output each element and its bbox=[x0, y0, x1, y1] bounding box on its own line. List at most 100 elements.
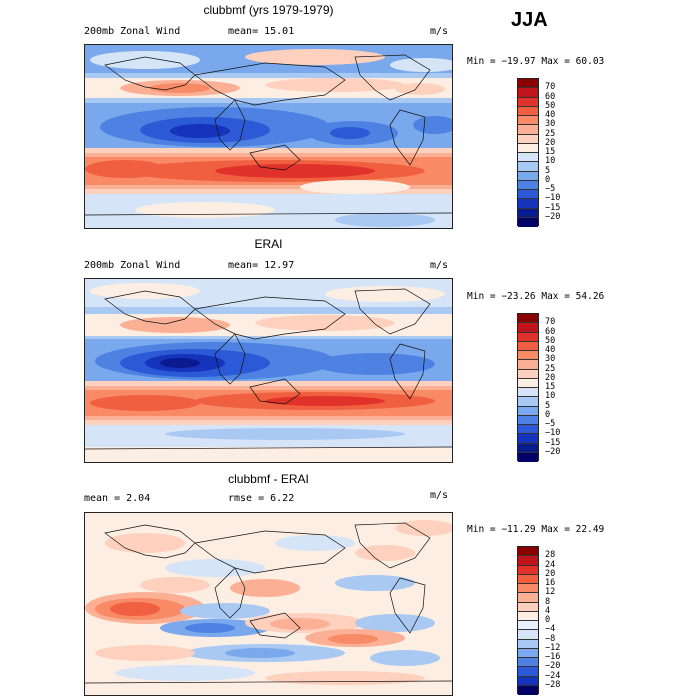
panel-2-map bbox=[84, 278, 453, 463]
panel-1-colorbar-swatch bbox=[518, 190, 538, 200]
colorbar-tick-label: 12 bbox=[545, 587, 556, 598]
colorbar-tick-label: −8 bbox=[545, 633, 556, 644]
panel-3-map bbox=[84, 512, 453, 696]
colorbar-tick-label: 5 bbox=[545, 400, 551, 411]
colorbar-tick-label: 30 bbox=[545, 119, 556, 130]
panel-1-mean-label: mean= 15.01 bbox=[228, 26, 295, 37]
panel-3-colorbar-swatch bbox=[518, 658, 538, 668]
colorbar-tick-label: 25 bbox=[545, 128, 556, 139]
colorbar-tick-label: 28 bbox=[545, 550, 556, 561]
panel-3-colorbar bbox=[517, 546, 539, 695]
panel-1-colorbar-swatch bbox=[518, 171, 538, 181]
panel-1-colorbar-swatch bbox=[518, 125, 538, 135]
panel-3-colorbar-swatch bbox=[518, 565, 538, 575]
panel-3-mean-label: mean = 2.04 bbox=[84, 493, 151, 504]
panel-3-colorbar-swatch bbox=[518, 639, 538, 649]
colorbar-tick-label: 5 bbox=[545, 165, 551, 176]
colorbar-tick-label: 50 bbox=[545, 100, 556, 111]
colorbar-tick-label: 16 bbox=[545, 578, 556, 588]
colorbar-tick-label: −28 bbox=[545, 679, 561, 690]
colorbar-tick-label: 25 bbox=[545, 363, 556, 374]
panel-2-colorbar-swatch bbox=[518, 388, 538, 398]
panel-3-colorbar-swatch bbox=[518, 556, 538, 566]
panel-2-minmax-label: Min = −23.26 Max = 54.26 bbox=[467, 291, 605, 302]
panel-1-colorbar-swatch bbox=[518, 180, 538, 190]
colorbar-tick-label: −10 bbox=[545, 193, 561, 204]
colorbar-tick-label: 70 bbox=[545, 82, 556, 93]
panel-3-colorbar-swatch bbox=[518, 602, 538, 612]
colorbar-tick-label: −15 bbox=[545, 202, 561, 213]
colorbar-tick-label: 15 bbox=[545, 147, 556, 157]
panel-3-colorbar-swatch bbox=[518, 676, 538, 686]
panel-2-colorbar-swatch bbox=[518, 397, 538, 407]
panel-1-colorbar-swatch bbox=[518, 162, 538, 172]
panel-1-colorbar-swatch bbox=[518, 143, 538, 153]
colorbar-tick-label: 60 bbox=[545, 326, 556, 337]
panel-1-colorbar-swatch bbox=[518, 79, 538, 89]
colorbar-tick-label: 40 bbox=[545, 110, 556, 120]
colorbar-tick-label: −20 bbox=[545, 661, 561, 672]
colorbar-tick-label: 60 bbox=[545, 91, 556, 102]
panel-3-colorbar-swatch bbox=[518, 574, 538, 584]
panel-3-title: clubbmf - ERAI bbox=[228, 472, 309, 486]
colorbar-tick-label: 0 bbox=[545, 409, 551, 420]
colorbar-tick-label: 0 bbox=[545, 174, 551, 185]
panel-1-colorbar-swatch bbox=[518, 116, 538, 126]
panel-3-units-label: m/s bbox=[430, 490, 449, 501]
panel-2-colorbar-swatch bbox=[518, 360, 538, 370]
colorbar-tick-label: 15 bbox=[545, 382, 556, 392]
panel-1-colorbar-swatch bbox=[518, 88, 538, 98]
colorbar-tick-label: −10 bbox=[545, 428, 561, 439]
panel-3-rmse-label: rmse = 6.22 bbox=[228, 493, 295, 504]
colorbar-tick-label: −5 bbox=[545, 184, 556, 194]
colorbar-tick-label: 20 bbox=[545, 137, 556, 148]
panel-2-colorbar-swatch bbox=[518, 323, 538, 333]
panel-2-colorbar-swatch bbox=[518, 415, 538, 425]
colorbar-tick-label: 70 bbox=[545, 317, 556, 328]
panel-2-colorbar-swatch bbox=[518, 434, 538, 444]
panel-3-colorbar-swatch bbox=[518, 667, 538, 677]
colorbar-tick-label: −4 bbox=[545, 624, 556, 635]
colorbar-tick-label: 8 bbox=[545, 596, 551, 607]
panel-1-variable-label: 200mb Zonal Wind bbox=[84, 26, 181, 37]
panel-3-minmax-label: Min = −11.29 Max = 22.49 bbox=[467, 524, 605, 535]
colorbar-tick-label: −15 bbox=[545, 437, 561, 448]
panel-3-colorbar-swatch bbox=[518, 593, 538, 603]
panel-2-title: ERAI bbox=[254, 237, 283, 251]
panel-2-variable-label: 200mb Zonal Wind bbox=[84, 260, 181, 271]
colorbar-tick-label: 10 bbox=[545, 391, 556, 402]
panel-2-colorbar-swatch bbox=[518, 369, 538, 379]
panel-1-minmax-label: Min = −19.97 Max = 60.03 bbox=[467, 56, 605, 67]
panel-1-colorbar-swatch bbox=[518, 217, 538, 227]
colorbar-tick-label: −16 bbox=[545, 652, 561, 662]
panel-2-colorbar-swatch bbox=[518, 378, 538, 388]
panel-1-title: clubbmf (yrs 1979-1979) bbox=[203, 3, 334, 17]
panel-2-colorbar-swatch bbox=[518, 314, 538, 324]
panel-2-colorbar-swatch bbox=[518, 341, 538, 351]
panel-2-colorbar-swatch bbox=[518, 406, 538, 416]
colorbar-tick-label: 24 bbox=[545, 559, 556, 570]
colorbar-tick-label: −20 bbox=[545, 211, 561, 222]
colorbar-tick-label: 0 bbox=[545, 615, 551, 625]
panel-2-colorbar-swatch bbox=[518, 351, 538, 361]
colorbar-tick-label: −12 bbox=[545, 642, 561, 653]
panel-3-colorbar-swatch bbox=[518, 685, 538, 695]
colorbar-tick-label: 40 bbox=[545, 345, 556, 355]
panel-3-colorbar-swatch bbox=[518, 611, 538, 621]
colorbar-tick-label: −24 bbox=[545, 670, 561, 681]
panel-2-mean-label: mean= 12.97 bbox=[228, 260, 295, 271]
colorbar-tick-label: 20 bbox=[545, 372, 556, 383]
panel-2-colorbar-swatch bbox=[518, 443, 538, 453]
panel-3-colorbar-swatch bbox=[518, 584, 538, 594]
panel-1-colorbar-swatch bbox=[518, 153, 538, 163]
panel-3-colorbar-swatch bbox=[518, 621, 538, 631]
panel-2-colorbar-swatch bbox=[518, 452, 538, 462]
panel-2-units-label: m/s bbox=[430, 260, 449, 271]
panel-1-map bbox=[84, 44, 453, 229]
panel-1-units-label: m/s bbox=[430, 26, 449, 37]
colorbar-tick-label: 50 bbox=[545, 335, 556, 346]
colorbar-tick-label: 4 bbox=[545, 605, 551, 616]
panel-3-colorbar-swatch bbox=[518, 648, 538, 658]
season-label: JJA bbox=[511, 9, 548, 31]
colorbar-tick-label: 10 bbox=[545, 156, 556, 167]
